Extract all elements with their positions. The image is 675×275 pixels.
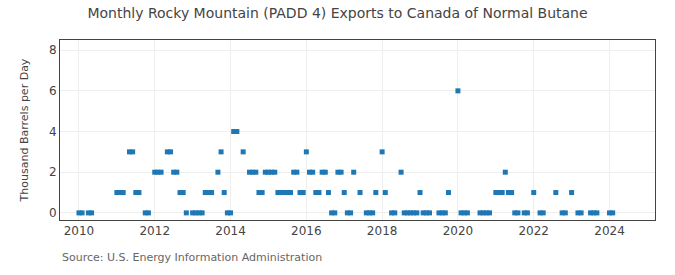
svg-text:0: 0 — [49, 206, 57, 220]
svg-text:8: 8 — [49, 43, 57, 57]
svg-text:6: 6 — [49, 84, 57, 98]
svg-text:2016: 2016 — [291, 224, 322, 238]
svg-text:2010: 2010 — [64, 224, 95, 238]
svg-text:2: 2 — [49, 165, 57, 179]
svg-text:2024: 2024 — [594, 224, 625, 238]
svg-text:2012: 2012 — [139, 224, 170, 238]
svg-text:4: 4 — [49, 125, 57, 139]
svg-text:2022: 2022 — [518, 224, 549, 238]
svg-text:Monthly Rocky Mountain (PADD 4: Monthly Rocky Mountain (PADD 4) Exports … — [87, 5, 587, 21]
svg-text:Source: U.S. Energy Informatio: Source: U.S. Energy Information Administ… — [62, 251, 322, 264]
svg-text:2014: 2014 — [215, 224, 246, 238]
svg-text:2018: 2018 — [367, 224, 398, 238]
svg-text:2020: 2020 — [443, 224, 474, 238]
svg-text:Thousand Barrels per Day: Thousand Barrels per Day — [18, 58, 31, 202]
